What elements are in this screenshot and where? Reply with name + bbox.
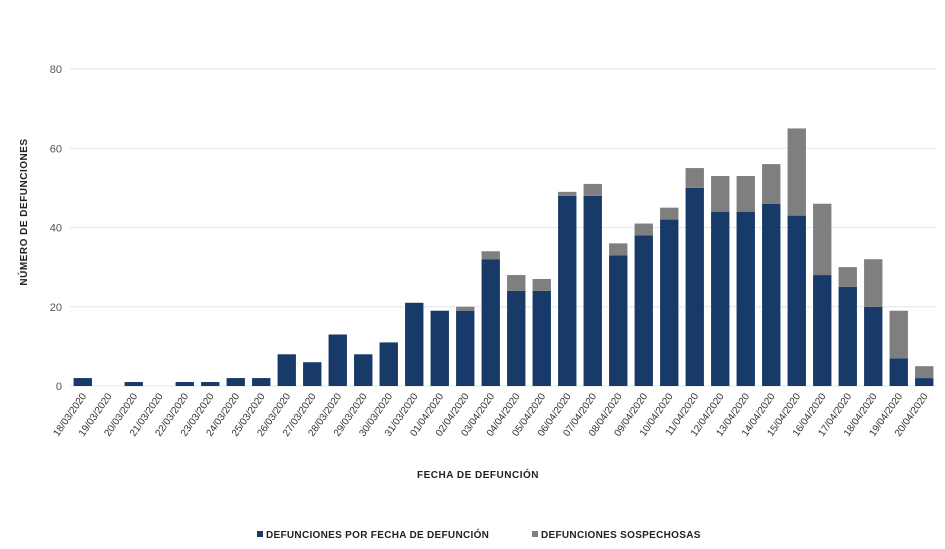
bar-suspected xyxy=(915,366,934,379)
bar-confirmed xyxy=(634,235,653,386)
bar-confirmed xyxy=(915,378,934,386)
legend-label-suspected: DEFUNCIONES SOSPECHOSAS xyxy=(541,530,701,541)
bar-confirmed xyxy=(430,310,449,386)
bar-confirmed xyxy=(864,306,883,386)
bar-suspected xyxy=(507,275,526,291)
bar-confirmed xyxy=(175,382,194,386)
bar-suspected xyxy=(864,259,883,307)
bar-confirmed xyxy=(405,302,424,386)
bar-confirmed xyxy=(201,382,220,386)
bar-confirmed xyxy=(736,211,755,386)
bar-confirmed xyxy=(609,255,628,386)
bar-suspected xyxy=(583,183,602,196)
y-tick-label: 20 xyxy=(50,302,62,314)
bar-suspected xyxy=(685,168,704,188)
legend-swatch-confirmed xyxy=(257,531,263,537)
bar-confirmed xyxy=(277,354,296,386)
bar-confirmed xyxy=(558,195,577,386)
bar-confirmed xyxy=(889,358,908,386)
bar-confirmed xyxy=(354,354,373,386)
bar-suspected xyxy=(532,279,551,291)
bar-suspected xyxy=(660,207,679,220)
bar-confirmed xyxy=(787,215,806,386)
legend-swatch-suspected xyxy=(532,531,538,537)
y-tick-label: 40 xyxy=(50,223,62,235)
bar-confirmed xyxy=(660,219,679,386)
y-tick-label: 0 xyxy=(56,381,62,393)
y-tick-label: 80 xyxy=(50,64,62,76)
bar-suspected xyxy=(609,243,628,256)
bar-confirmed xyxy=(532,290,551,386)
legend-label-confirmed: DEFUNCIONES POR FECHA DE DEFUNCIÓN xyxy=(266,528,489,541)
bar-confirmed xyxy=(303,362,322,386)
bar-confirmed xyxy=(838,286,857,386)
bar-suspected xyxy=(558,191,577,196)
bar-confirmed xyxy=(481,259,500,386)
bar-suspected xyxy=(456,306,475,311)
bar-confirmed xyxy=(226,378,245,386)
bar-suspected xyxy=(634,223,653,236)
bar-confirmed xyxy=(456,310,475,386)
bar-confirmed xyxy=(73,378,92,386)
bar-confirmed xyxy=(252,378,271,386)
y-axis-title: NÚMERO DE DEFUNCIONES xyxy=(17,138,30,285)
y-axis-ticks: 0 20 40 60 80 xyxy=(50,64,62,393)
y-tick-label: 60 xyxy=(50,143,62,155)
bar-confirmed xyxy=(762,203,781,386)
bar-confirmed xyxy=(507,290,526,386)
bar-confirmed xyxy=(685,187,704,386)
bar-suspected xyxy=(736,175,755,212)
bar-confirmed xyxy=(124,382,143,386)
bars xyxy=(73,128,934,386)
bar-confirmed xyxy=(711,211,730,386)
bar-confirmed xyxy=(379,342,398,386)
bar-suspected xyxy=(762,164,781,204)
bar-suspected xyxy=(813,203,832,276)
bar-confirmed xyxy=(813,275,832,386)
bar-confirmed xyxy=(583,195,602,386)
legend: DEFUNCIONES POR FECHA DE DEFUNCIÓN DEFUN… xyxy=(257,528,701,541)
bar-suspected xyxy=(711,175,730,212)
bar-suspected xyxy=(481,251,500,260)
bar-suspected xyxy=(889,310,908,359)
bar-suspected xyxy=(838,267,857,287)
bar-confirmed xyxy=(328,334,347,386)
bar-suspected xyxy=(787,128,806,216)
gridlines xyxy=(70,68,937,387)
x-axis-ticks: 18/03/202019/03/202020/03/202021/03/2020… xyxy=(51,391,930,439)
x-axis-title: FECHA DE DEFUNCIÓN xyxy=(417,468,539,481)
